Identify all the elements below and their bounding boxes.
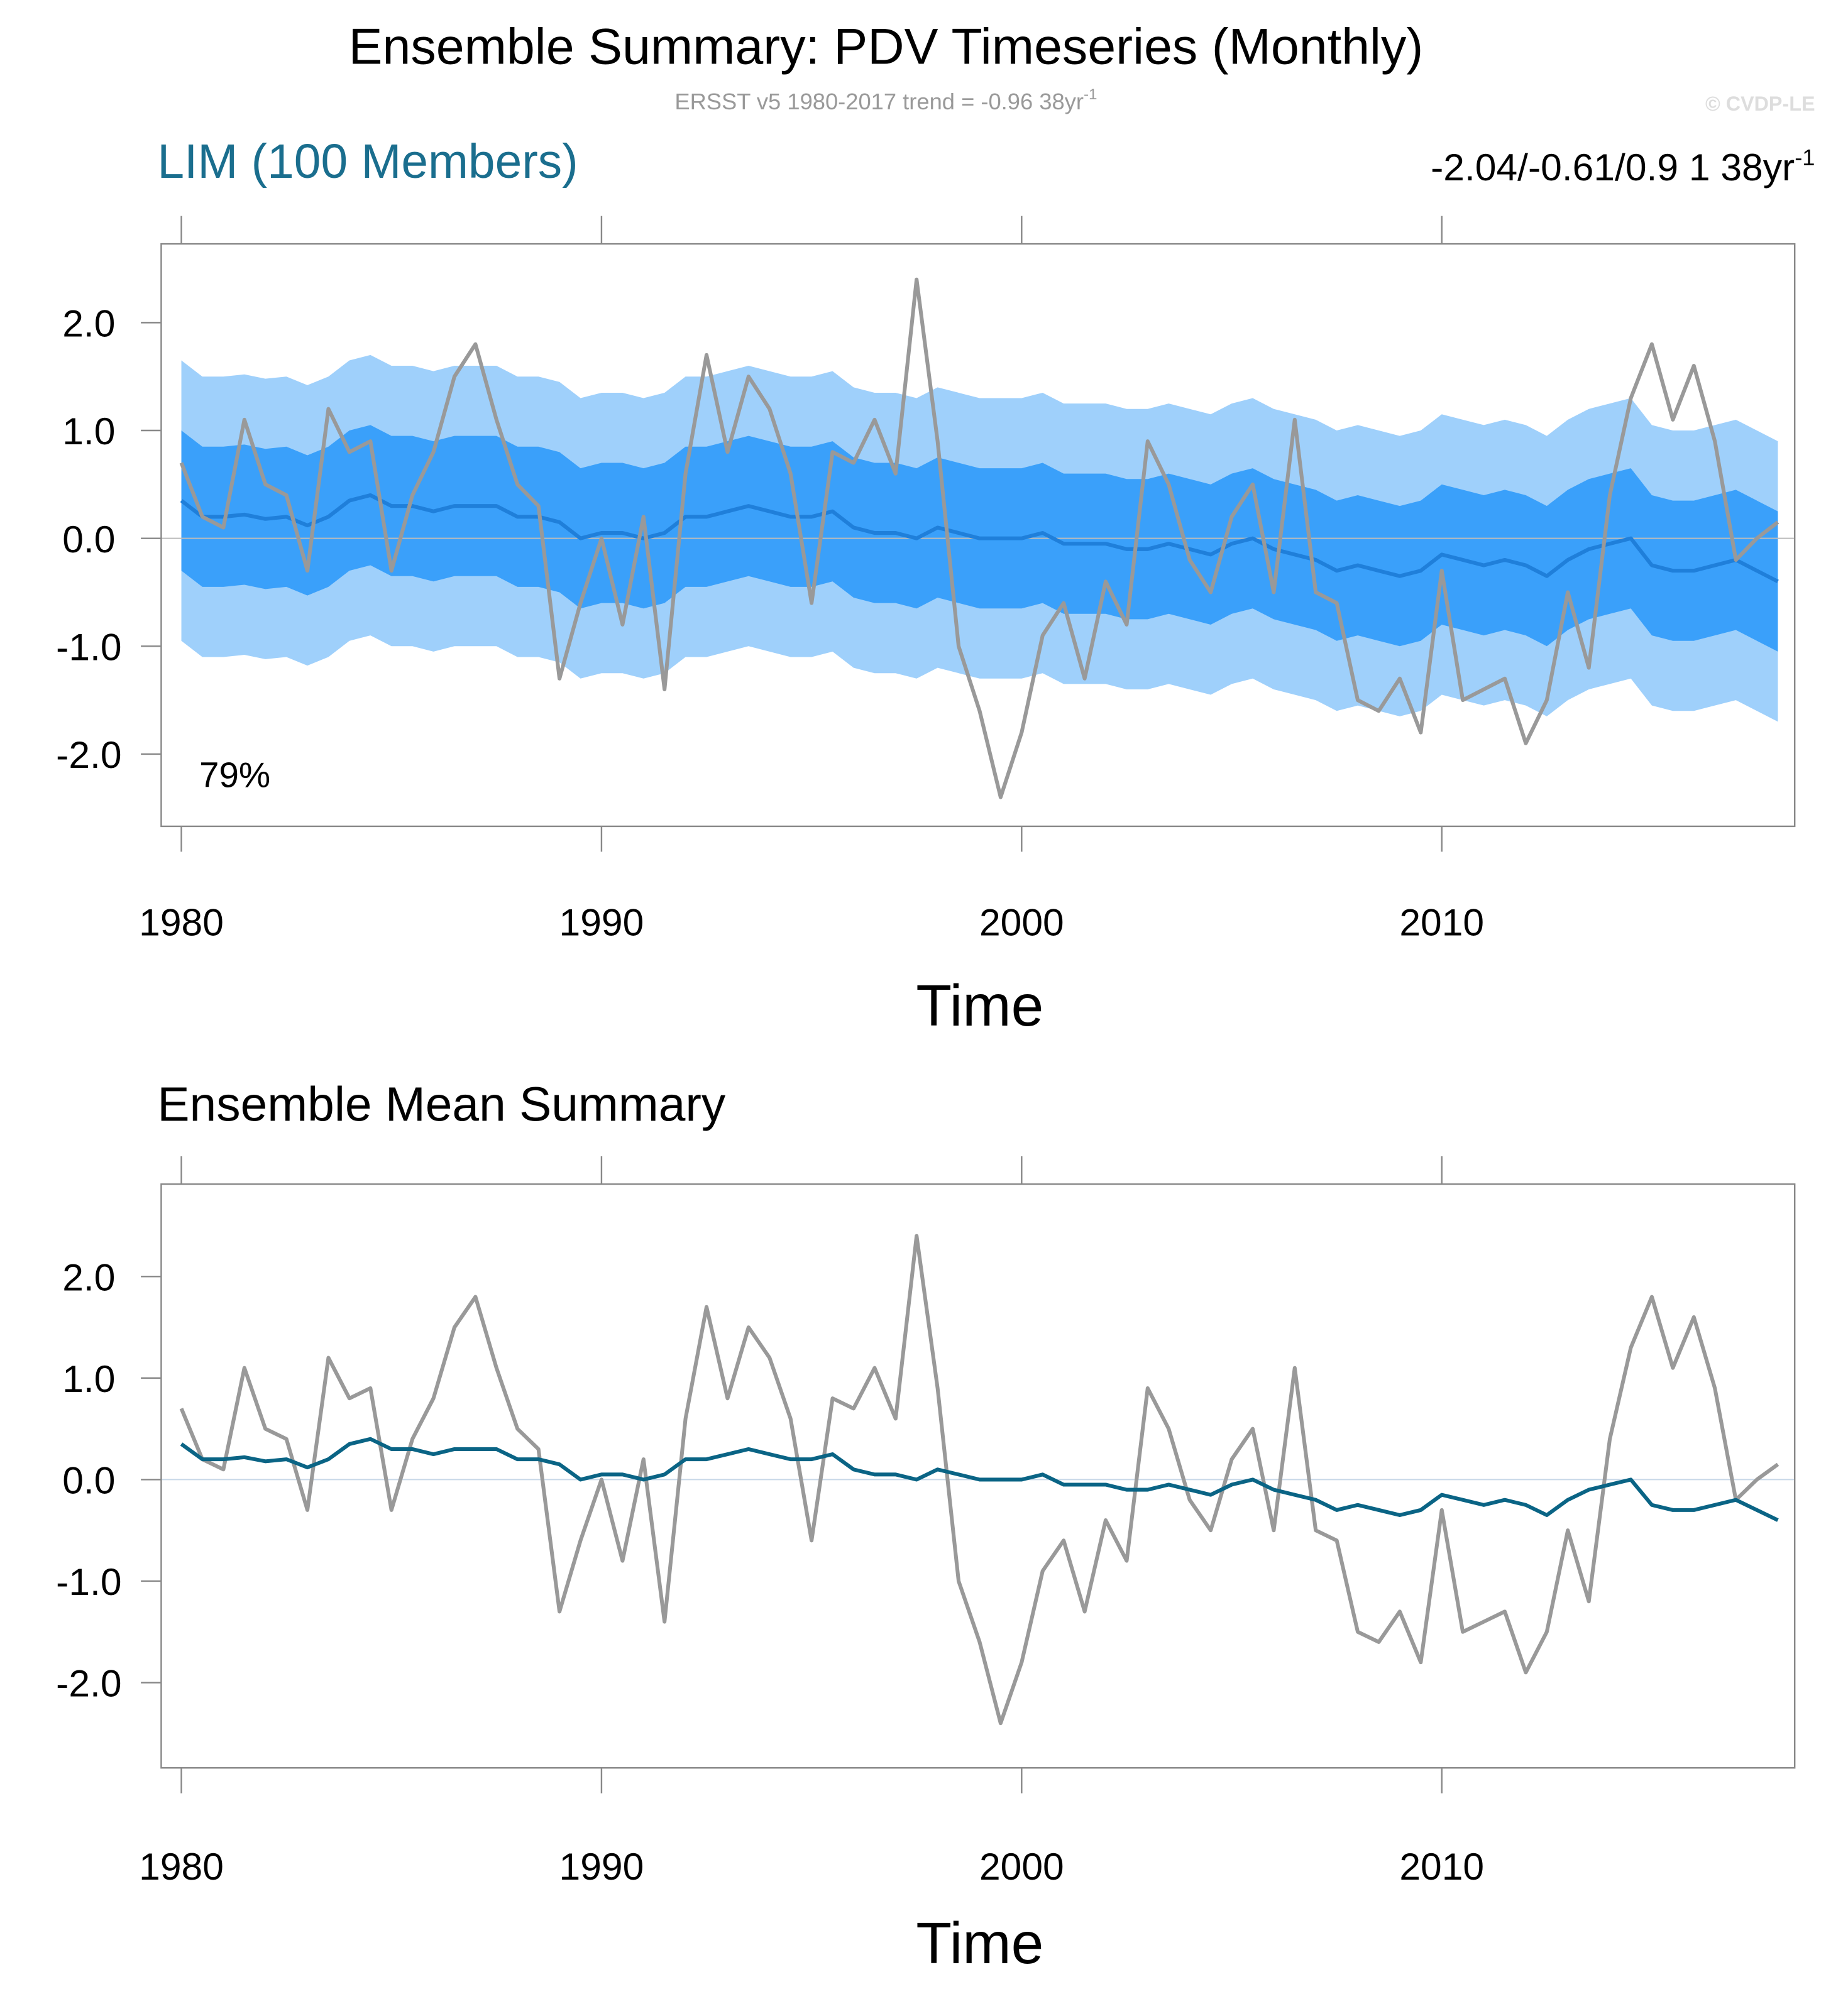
x-tick-label: 1980 <box>139 901 224 944</box>
stats: -2.04/-0.61/0.9 1 38yr-1 <box>1431 145 1815 189</box>
x-tick-label: 1990 <box>559 1845 644 1888</box>
x-tick-label: 2000 <box>979 901 1064 944</box>
stats-sup: -1 <box>1795 145 1815 170</box>
series-line <box>179 277 1779 799</box>
chart-title: Ensemble Mean Summary <box>157 1078 726 1131</box>
subtitle: ERSST v5 1980-2017 trend = -0.96 38yr-1 <box>674 86 1097 114</box>
x-axis-label: Time <box>916 1910 1043 1976</box>
y-tick-label: -1.0 <box>56 625 121 668</box>
plot-frame <box>160 1183 1796 1769</box>
y-tick-label: -2.0 <box>56 733 121 776</box>
credit: © CVDP-LE <box>1705 92 1815 115</box>
y-tick-label: 0.0 <box>62 518 115 561</box>
y-tick-label: -1.0 <box>56 1560 121 1603</box>
x-tick-label: 1990 <box>559 901 644 944</box>
subtitle-sup: -1 <box>1084 86 1097 103</box>
plot-frame <box>160 243 1796 828</box>
y-tick-label: 1.0 <box>62 410 115 452</box>
x-tick-label: 1980 <box>139 1845 224 1888</box>
x-tick-label: 2010 <box>1399 1845 1484 1888</box>
x-tick-label: 2010 <box>1399 901 1484 944</box>
annotation: 79% <box>199 755 270 794</box>
y-tick-label: 1.0 <box>62 1357 115 1400</box>
series-line <box>180 1437 1779 1522</box>
series-line <box>179 1234 1779 1726</box>
y-tick-label: 2.0 <box>62 302 115 345</box>
x-axis-label: Time <box>916 973 1043 1038</box>
y-tick-label: 2.0 <box>62 1256 115 1299</box>
x-tick-label: 2000 <box>979 1845 1064 1888</box>
y-tick-label: -2.0 <box>56 1662 121 1705</box>
page-title: Ensemble Summary: PDV Timeseries (Monthl… <box>349 18 1424 75</box>
stats-text: -2.04/-0.61/0.9 1 38yr <box>1431 146 1795 189</box>
series-line <box>180 493 1779 583</box>
y-tick-label: 0.0 <box>62 1459 115 1502</box>
subtitle-text: ERSST v5 1980-2017 trend = -0.96 38yr <box>674 89 1084 114</box>
chart-title: LIM (100 Members) <box>157 135 578 189</box>
